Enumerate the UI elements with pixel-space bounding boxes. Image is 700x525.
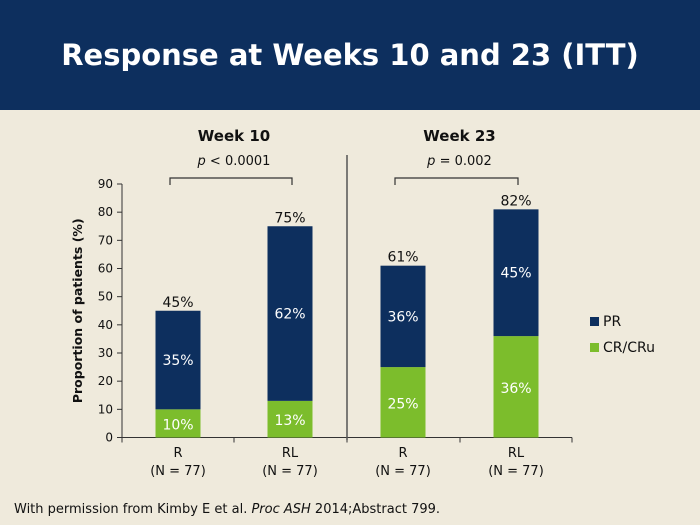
bar-cr-cru: [267, 400, 313, 438]
data-label-cr-cru: 36%: [500, 381, 531, 397]
data-label-pr: 62%: [274, 307, 305, 323]
slide-title: Response at Weeks 10 and 23 (ITT): [61, 38, 639, 72]
p-value-bracket: [394, 177, 519, 185]
p-symbol: p: [426, 154, 435, 169]
group-title: Week 10: [198, 127, 270, 145]
y-tick-label: 90: [98, 177, 113, 191]
category-n-label: (N = 77): [375, 464, 431, 479]
legend-swatch: [590, 343, 599, 352]
y-tick-label: 70: [98, 233, 113, 247]
p-symbol: p: [197, 154, 206, 169]
footnote: With permission from Kimby E et al. Proc…: [14, 502, 440, 517]
category-label: RL: [282, 446, 299, 461]
y-tick-label: 60: [98, 262, 113, 276]
y-tick-label: 40: [98, 318, 113, 332]
category-label: RL: [508, 446, 525, 461]
y-axis-label: Proportion of patients (%): [70, 218, 85, 403]
category-n-label: (N = 77): [262, 464, 318, 479]
category-label: R: [398, 446, 407, 461]
data-label-pr: 45%: [500, 266, 531, 282]
legend-label: PR: [603, 314, 621, 330]
legend-label: CR/CRu: [603, 340, 655, 356]
y-tick-label: 50: [98, 290, 113, 304]
data-label-total: 61%: [387, 250, 418, 266]
bar-cr-cru: [493, 336, 539, 438]
category-label: R: [173, 446, 182, 461]
y-tick-label: 0: [105, 431, 113, 445]
category-n-label: (N = 77): [488, 464, 544, 479]
data-label-cr-cru: 13%: [274, 413, 305, 429]
y-tick-label: 30: [98, 346, 113, 360]
footnote-prefix: With permission from Kimby E et al.: [14, 502, 252, 517]
y-tick-label: 10: [98, 402, 113, 416]
stacked-bar-chart: 0 10 20 30 40 50 60 70 80 90 Proportion of patient…: [70, 127, 655, 479]
bar-pr: [380, 265, 426, 368]
data-label-pr: 35%: [162, 353, 193, 369]
data-label-pr: 36%: [387, 309, 418, 325]
bar-cr-cru: [380, 367, 426, 438]
group-title: Week 23: [423, 127, 495, 145]
bar-pr: [493, 209, 539, 337]
bar-cr-cru: [155, 409, 201, 438]
p-value-label: p = 0.002: [426, 154, 492, 169]
footnote-suffix: 2014;Abstract 799.: [310, 502, 441, 517]
p-value-text: < 0.0001: [206, 154, 271, 169]
bar-pr: [267, 226, 313, 401]
category-n-label: (N = 77): [150, 464, 206, 479]
p-value-label: p < 0.0001: [197, 154, 271, 169]
y-tick-label: 20: [98, 374, 113, 388]
data-label-cr-cru: 10%: [162, 417, 193, 433]
y-tick-label: 80: [98, 205, 113, 219]
data-label-total: 82%: [500, 193, 531, 209]
data-label-cr-cru: 25%: [387, 396, 418, 412]
data-label-total: 75%: [274, 210, 305, 226]
title-bar: Response at Weeks 10 and 23 (ITT): [0, 0, 700, 110]
bar-pr: [155, 310, 201, 410]
legend-swatch: [590, 317, 599, 326]
footnote-journal: Proc ASH: [251, 502, 311, 517]
p-value-bracket: [169, 177, 293, 185]
data-label-total: 45%: [162, 295, 193, 311]
p-value-text: = 0.002: [435, 154, 491, 169]
